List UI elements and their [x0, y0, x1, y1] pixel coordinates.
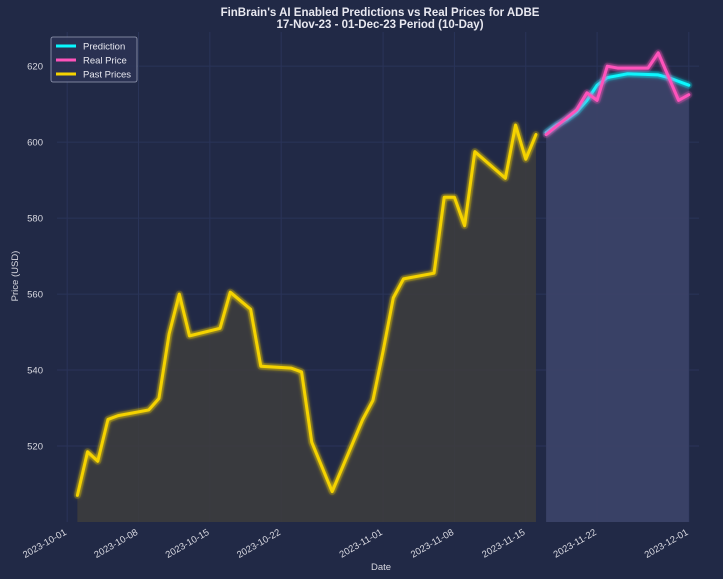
past-prices-area — [77, 125, 536, 522]
legend: Prediction Real Price Past Prices — [50, 36, 138, 83]
area-fills — [77, 73, 689, 522]
y-axis-label: Price (USD) — [10, 251, 21, 302]
legend-label: Past Prices — [83, 70, 131, 81]
y-tick-label: 620 — [27, 62, 43, 73]
series-lines — [73, 49, 693, 499]
legend-label: Prediction — [83, 42, 125, 53]
past-prices-line — [75, 123, 538, 497]
legend-label: Real Price — [83, 56, 127, 67]
y-tick-label: 540 — [27, 366, 43, 377]
legend-box — [50, 36, 138, 83]
y-tick-label: 580 — [27, 214, 43, 225]
y-tick-label: 520 — [27, 442, 43, 453]
y-tick-label: 600 — [27, 138, 43, 149]
prediction-area — [546, 73, 689, 522]
y-tick-label: 560 — [27, 290, 43, 301]
chart-title: FinBrain's AI Enabled Predictions vs Rea… — [221, 7, 540, 19]
real-price-line — [544, 51, 691, 137]
x-axis-label: Date — [371, 562, 391, 573]
chart-subtitle: 17-Nov-23 - 01-Dec-23 Period (10-Day) — [276, 19, 483, 31]
